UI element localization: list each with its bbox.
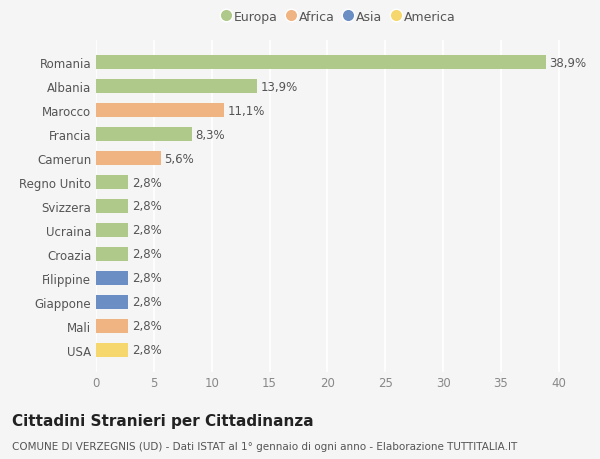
Text: 2,8%: 2,8% [132, 200, 161, 213]
Text: 8,3%: 8,3% [196, 128, 225, 141]
Bar [96, 272, 128, 285]
Text: 13,9%: 13,9% [260, 80, 298, 93]
Bar [96, 152, 161, 165]
Text: 2,8%: 2,8% [132, 248, 161, 261]
Bar [96, 176, 128, 189]
Bar [96, 344, 128, 357]
Text: 2,8%: 2,8% [132, 272, 161, 285]
Bar [96, 319, 128, 333]
Bar [96, 248, 128, 261]
Text: Cittadini Stranieri per Cittadinanza: Cittadini Stranieri per Cittadinanza [12, 413, 314, 428]
Text: 5,6%: 5,6% [164, 152, 194, 165]
Bar [96, 104, 224, 118]
Bar [96, 128, 192, 141]
Text: COMUNE DI VERZEGNIS (UD) - Dati ISTAT al 1° gennaio di ogni anno - Elaborazione : COMUNE DI VERZEGNIS (UD) - Dati ISTAT al… [12, 441, 517, 451]
Legend: Europa, Africa, Asia, America: Europa, Africa, Asia, America [223, 11, 455, 24]
Bar [96, 200, 128, 213]
Bar [96, 56, 546, 69]
Bar [96, 296, 128, 309]
Text: 2,8%: 2,8% [132, 320, 161, 333]
Text: 2,8%: 2,8% [132, 296, 161, 309]
Text: 2,8%: 2,8% [132, 176, 161, 189]
Text: 2,8%: 2,8% [132, 344, 161, 357]
Text: 2,8%: 2,8% [132, 224, 161, 237]
Bar [96, 224, 128, 237]
Text: 11,1%: 11,1% [228, 104, 265, 118]
Text: 38,9%: 38,9% [550, 56, 587, 69]
Bar [96, 80, 257, 94]
